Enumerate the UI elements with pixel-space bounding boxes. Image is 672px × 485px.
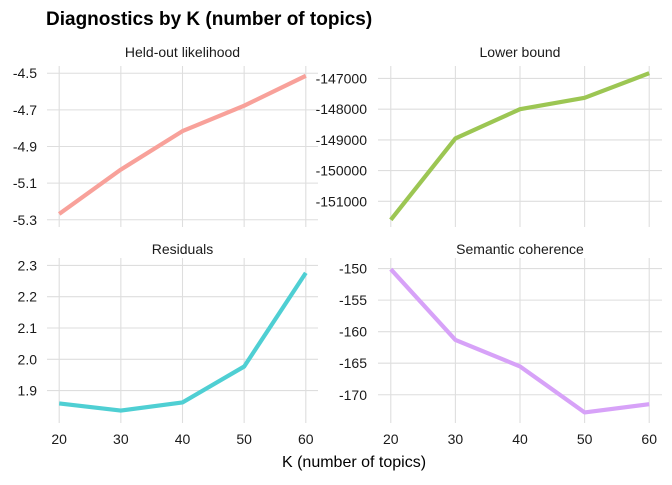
series-line xyxy=(389,267,650,415)
series-line xyxy=(57,73,307,216)
x-tick-label: 50 xyxy=(577,431,593,447)
y-tick-label: -149000 xyxy=(316,132,368,148)
y-tick-label: 2.3 xyxy=(18,257,38,273)
y-tick-label: -5.3 xyxy=(13,212,37,228)
panel-1: Held-out likelihood -4.5 -4.7 -4.9 -5.1 -5.3 xyxy=(13,44,318,228)
x-tick-label: 50 xyxy=(236,431,252,447)
panel-4: Semantic coherence -150 -155 -160 -165 -170 20… xyxy=(339,241,662,447)
panel-title: Semantic coherence xyxy=(456,241,584,257)
y-tick-label: 2.1 xyxy=(18,320,38,336)
y-tick-label: -4.5 xyxy=(13,65,37,81)
x-tick-label: 30 xyxy=(448,431,464,447)
panel-title: Held-out likelihood xyxy=(125,44,240,60)
y-tick-label: -4.7 xyxy=(13,102,37,118)
y-tick-label: -148000 xyxy=(316,101,368,117)
panel-title: Lower bound xyxy=(480,44,561,60)
y-tick-label: 2.0 xyxy=(18,351,38,367)
y-tick-label: 1.9 xyxy=(18,383,38,399)
panel-title: Residuals xyxy=(152,241,213,257)
x-tick-label: 40 xyxy=(175,431,191,447)
y-tick-label: 2.2 xyxy=(18,289,38,305)
x-tick-label: 40 xyxy=(512,431,528,447)
y-tick-label: -150 xyxy=(339,261,367,277)
y-tick-label: -147000 xyxy=(316,70,368,86)
y-tick-label: -170 xyxy=(339,387,367,403)
x-tick-label: 20 xyxy=(383,431,399,447)
panel-3: Residuals 2.3 2.2 2.1 2.0 1.9 20 30 40 50 60 xyxy=(18,241,318,447)
series-line xyxy=(58,271,308,413)
x-tick-label: 30 xyxy=(113,431,129,447)
y-tick-label: -5.1 xyxy=(13,175,37,191)
y-tick-label: -150000 xyxy=(316,163,368,179)
x-tick-label: 60 xyxy=(298,431,314,447)
x-axis-title: K (number of topics) xyxy=(282,454,426,471)
chart-title: Diagnostics by K (number of topics) xyxy=(46,9,372,30)
y-tick-label: -165 xyxy=(339,355,367,371)
series-line xyxy=(389,71,650,222)
panel-2: Lower bound -147000 -148000 -149000 -150000 -… xyxy=(316,44,662,227)
facet-panels: Held-out likelihood -4.5 -4.7 -4.9 -5.1 -5.3 L… xyxy=(13,44,662,447)
y-tick-label: -151000 xyxy=(316,193,368,209)
y-tick-label: -4.9 xyxy=(13,139,37,155)
x-tick-label: 60 xyxy=(641,431,657,447)
x-tick-label: 20 xyxy=(51,431,67,447)
y-tick-label: -160 xyxy=(339,324,367,340)
y-tick-label: -155 xyxy=(339,292,367,308)
